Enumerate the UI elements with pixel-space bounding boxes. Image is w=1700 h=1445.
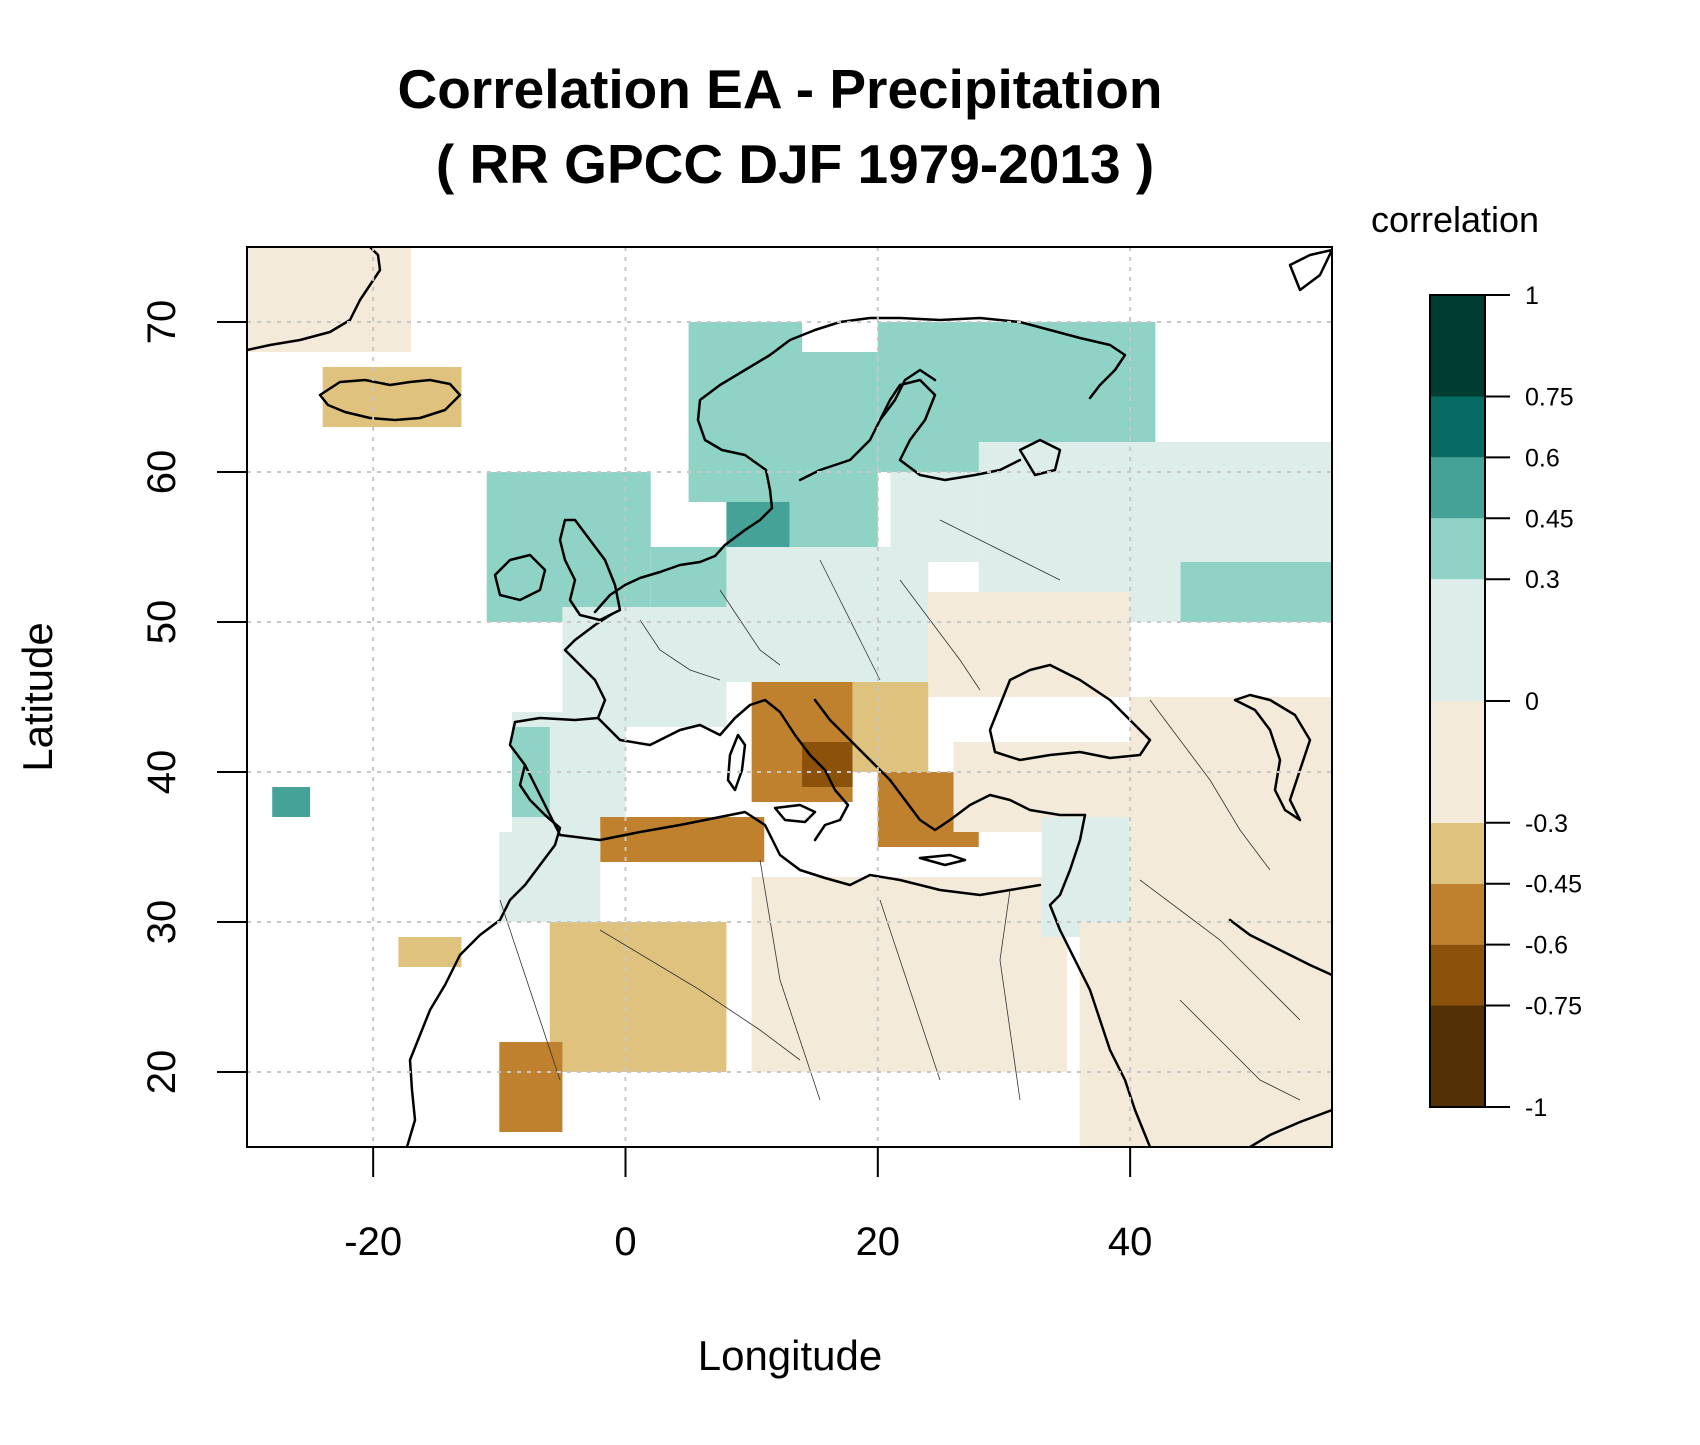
legend-tick-label: -0.3: [1525, 810, 1568, 838]
legend-color-swatch: [1430, 944, 1485, 1006]
correlation-region: [549, 922, 727, 1072]
border-line: [599, 929, 801, 1061]
europe-coastline: [593, 316, 1127, 614]
legend-tick-label: 0.45: [1525, 505, 1574, 533]
correlation-region: [486, 472, 651, 622]
correlation-region: [247, 247, 412, 352]
legend-color-swatch: [1430, 518, 1485, 580]
arabian-coastline: [1228, 918, 1332, 977]
east-coastline: [1248, 1108, 1332, 1147]
ireland-coastline: [493, 553, 547, 602]
great-britain-coastline: [558, 518, 622, 622]
correlation-region: [852, 682, 929, 772]
legend-color-swatch: [1430, 883, 1485, 945]
correlation-region: [928, 592, 1131, 697]
correlation-region: [562, 607, 727, 727]
correlation-region: [751, 877, 1068, 1072]
correlation-region: [726, 547, 929, 682]
correlation-region: [978, 322, 1156, 442]
legend-color-swatch: [1430, 579, 1485, 701]
chart-title: Correlation EA - Precipitation: [397, 58, 1162, 120]
legend-tick-label: 0.75: [1525, 384, 1574, 412]
map-plot-area: [246, 246, 1333, 1148]
x-tick-label: 0: [614, 1220, 636, 1264]
correlation-region: [1180, 562, 1332, 622]
border-line: [819, 559, 881, 681]
iceland-coastline: [318, 378, 462, 422]
x-tick-label: 40: [1108, 1220, 1153, 1264]
legend-tick-label: 0.3: [1525, 566, 1560, 594]
correlation-region: [1130, 697, 1332, 922]
legend-tick-label: 0.6: [1525, 444, 1560, 472]
x-tick-label: -20: [344, 1220, 402, 1264]
legend-title: correlation: [1371, 199, 1539, 240]
y-tick-label: 20: [140, 1050, 184, 1095]
correlation-region: [499, 832, 601, 922]
adriatic-balkan-coastline: [813, 698, 1087, 832]
border-line: [879, 899, 941, 1081]
legend-tick-label: 0: [1525, 688, 1539, 716]
y-tick-label: 40: [140, 750, 184, 795]
sardinia-corsica-coastline: [726, 733, 747, 792]
correlation-region: [499, 1042, 563, 1132]
correlation-region: [1079, 922, 1332, 1147]
correlation-region: [272, 787, 311, 817]
y-axis-title: Latitude: [14, 622, 61, 771]
legend-color-swatch: [1430, 1005, 1485, 1107]
border-line: [1149, 699, 1271, 871]
y-tick-label: 30: [140, 900, 184, 945]
legend-tick-label: -0.45: [1525, 871, 1582, 899]
atlantic-coastline: [405, 612, 614, 1147]
chart-subtitle: ( RR GPCC DJF 1979-2013 ): [436, 133, 1154, 195]
bothnia-coastline: [878, 368, 937, 422]
x-axis-title: Longitude: [698, 1332, 883, 1379]
border-line: [999, 889, 1021, 1101]
legend-color-swatch: [1430, 457, 1485, 519]
legend-tick-label: 1: [1525, 282, 1539, 310]
greenland-coastline: [247, 247, 382, 352]
coastlines: [247, 247, 1332, 1147]
y-tick-label: 70: [140, 300, 184, 345]
border-line: [719, 589, 781, 666]
country-borders: [499, 519, 1301, 1101]
border-line: [639, 619, 721, 681]
legend-color-swatch: [1430, 822, 1485, 884]
y-axis: 20 30 40 50 60 70: [140, 300, 248, 1095]
correlation-region: [802, 742, 853, 787]
correlation-region: [1041, 817, 1131, 937]
border-line: [939, 519, 1061, 581]
legend-color-swatch: [1430, 396, 1485, 458]
legend-color-swatch: [1430, 701, 1485, 823]
border-line: [499, 899, 561, 1081]
novaya-zemlya-coastline: [1288, 248, 1332, 292]
color-legend: -1 -0.75 -0.6 -0.45 -0.3 0 0.3 0.45 0.6 0.75 1: [1429, 282, 1582, 1122]
border-line: [1179, 999, 1301, 1101]
black-sea-coastline: [988, 663, 1152, 762]
legend-tick-label: -1: [1525, 1094, 1547, 1122]
border-line: [1139, 879, 1301, 1021]
correlation-cells: [247, 247, 1332, 1147]
border-line: [899, 579, 981, 691]
caspian-coastline: [1233, 693, 1312, 822]
y-tick-label: 50: [140, 600, 184, 645]
border-line: [759, 859, 821, 1101]
correlation-region: [322, 367, 462, 427]
mediterranean-north-coastline: [596, 698, 850, 842]
x-axis: -20 0 20 40: [344, 1146, 1153, 1264]
levant-red-sea-coastline: [1048, 813, 1152, 1147]
white-sea-coastline: [1018, 438, 1062, 477]
baltic-coastline: [798, 378, 1022, 482]
gridlines: [247, 247, 1332, 1147]
crete-coastline: [918, 853, 967, 867]
legend-tick-label: -0.75: [1525, 993, 1582, 1021]
legend-color-swatch: [1430, 295, 1485, 397]
sicily-coastline: [773, 803, 817, 824]
y-tick-label: 60: [140, 450, 184, 495]
legend-tick-label: -0.6: [1525, 932, 1568, 960]
x-tick-label: 20: [856, 1220, 901, 1264]
correlation-region: [398, 937, 462, 967]
mediterranean-south-coastline: [523, 763, 1042, 897]
